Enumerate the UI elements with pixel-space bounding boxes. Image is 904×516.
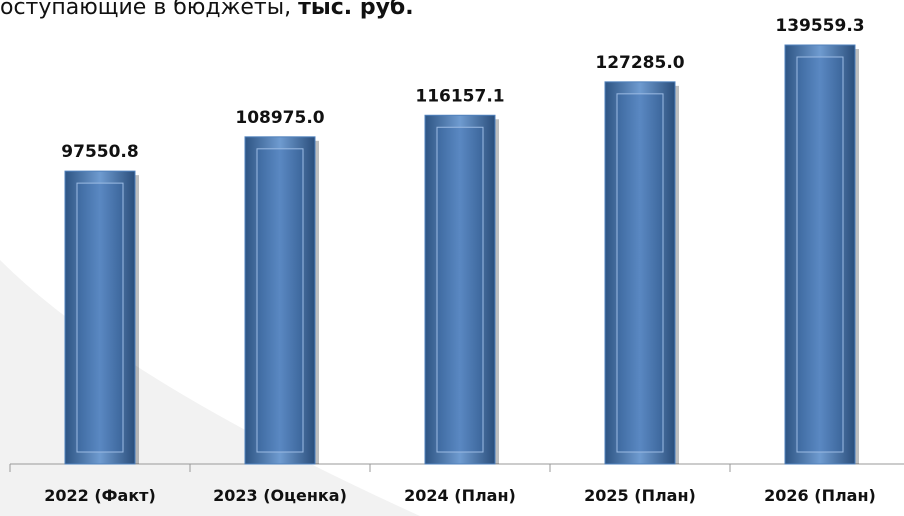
title-unit: тыс. руб. bbox=[298, 0, 414, 20]
chart-title: оступающие в бюджеты, тыс. руб. bbox=[0, 0, 414, 20]
value-label: 139559.3 bbox=[775, 16, 864, 36]
value-label: 108975.0 bbox=[235, 108, 324, 128]
x-tick-label: 2024 (План) bbox=[404, 486, 516, 505]
title-text: оступающие в бюджеты, bbox=[0, 0, 291, 20]
value-label: 116157.1 bbox=[415, 86, 504, 106]
bar-bevel bbox=[256, 148, 304, 453]
value-label: 97550.8 bbox=[61, 142, 138, 162]
background-swoosh bbox=[0, 260, 420, 516]
bar-bevel bbox=[436, 126, 484, 453]
bar-bevel bbox=[616, 93, 664, 453]
x-tick-label: 2025 (План) bbox=[584, 486, 696, 505]
x-tick-label: 2023 (Оценка) bbox=[213, 486, 347, 505]
x-tick-label: 2022 (Факт) bbox=[44, 486, 156, 505]
x-tick-label: 2026 (План) bbox=[764, 486, 876, 505]
bar-bevel bbox=[76, 182, 124, 453]
bar-bevel bbox=[796, 56, 844, 453]
value-label: 127285.0 bbox=[595, 53, 684, 73]
